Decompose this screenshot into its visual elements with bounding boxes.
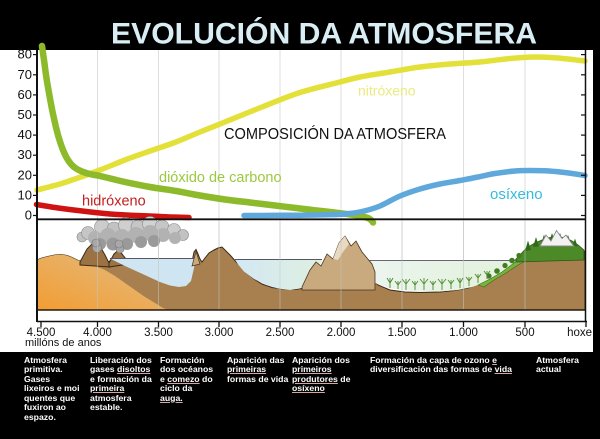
svg-text:millóns de anos: millóns de anos (25, 337, 102, 349)
svg-text:20: 20 (18, 167, 32, 182)
svg-text:3.000: 3.000 (205, 327, 234, 339)
svg-text:1.500: 1.500 (388, 327, 417, 339)
svg-text:60: 60 (18, 87, 32, 102)
svg-text:osíxeno: osíxeno (490, 186, 543, 203)
svg-text:70: 70 (18, 67, 32, 82)
svg-text:2.000: 2.000 (327, 327, 356, 339)
svg-text:dióxido de carbono: dióxido de carbono (159, 170, 282, 186)
svg-text:50: 50 (18, 107, 32, 122)
svg-text:4.000: 4.000 (83, 327, 112, 339)
svg-text:500: 500 (515, 327, 534, 339)
svg-text:10: 10 (18, 187, 32, 202)
svg-text:2.500: 2.500 (266, 327, 295, 339)
svg-text:30: 30 (18, 147, 32, 162)
svg-text:COMPOSICIÓN DA ATMOSFERA: COMPOSICIÓN DA ATMOSFERA (224, 124, 446, 143)
svg-text:EVOLUCIÓN DA ATMOSFERA: EVOLUCIÓN DA ATMOSFERA (111, 17, 537, 51)
svg-text:0: 0 (25, 208, 32, 223)
svg-text:80: 80 (18, 47, 32, 62)
svg-text:1.000: 1.000 (449, 327, 478, 339)
svg-text:hidróxeno: hidróxeno (82, 194, 146, 210)
svg-text:hoxe: hoxe (567, 327, 592, 339)
svg-text:4.500: 4.500 (27, 327, 56, 339)
svg-text:3.500: 3.500 (144, 327, 173, 339)
svg-text:nitróxeno: nitróxeno (358, 83, 416, 99)
svg-text:40: 40 (18, 127, 32, 142)
